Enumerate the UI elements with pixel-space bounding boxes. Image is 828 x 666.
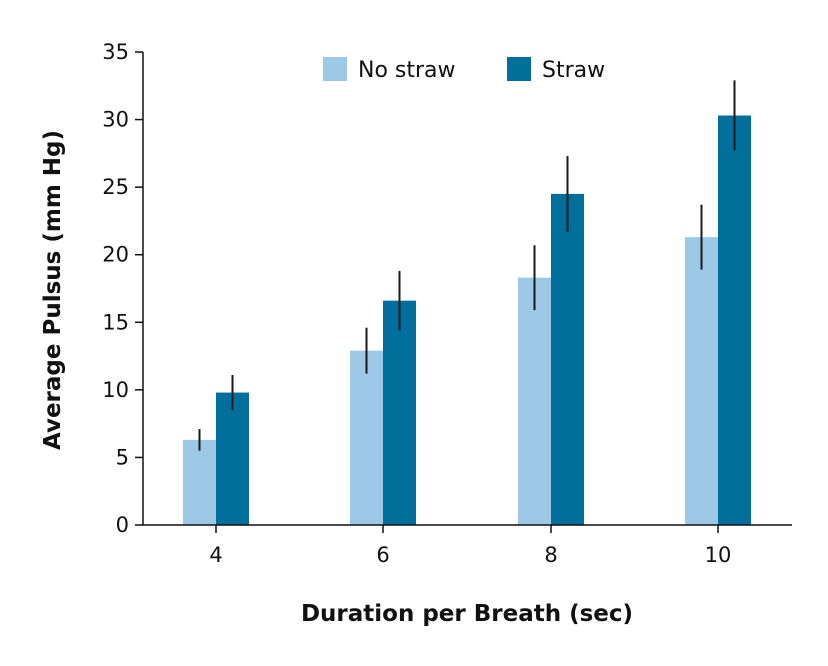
legend-label-straw: Straw	[542, 58, 605, 83]
bar-no-straw-8	[518, 277, 551, 525]
x-tick-label-6: 6	[376, 543, 389, 567]
bar-straw-6	[383, 300, 416, 525]
x-tick-label-4: 4	[209, 543, 222, 567]
y-tick-label-5: 5	[116, 445, 129, 469]
y-tick-label-35: 35	[102, 40, 129, 64]
y-tick-label-20: 20	[102, 243, 129, 267]
x-tick-label-10: 10	[705, 543, 732, 567]
bar-no-straw-6	[350, 350, 383, 525]
y-tick-label-15: 15	[102, 310, 129, 334]
bar-straw-10	[718, 115, 751, 525]
y-tick-label-25: 25	[102, 175, 129, 199]
y-axis-title: Average Pulsus (mm Hg)	[40, 130, 66, 450]
legend: No straw Straw	[323, 57, 605, 83]
legend-swatch-straw	[507, 57, 531, 81]
legend-label-no-straw: No straw	[358, 58, 456, 83]
y-tick-label-30: 30	[102, 108, 129, 132]
x-axis-title: Duration per Breath (sec)	[301, 601, 633, 627]
error-bars-layer	[198, 80, 736, 451]
y-tick-label-0: 0	[116, 513, 129, 537]
bar-no-straw-4	[183, 439, 216, 525]
legend-swatch-no-straw	[323, 57, 347, 81]
bar-straw-8	[551, 193, 584, 525]
bar-straw-4	[216, 392, 249, 525]
bars-layer	[183, 115, 751, 525]
axes-layer: 0 5 10 15 20 25 30 35 4 6 8 10	[102, 40, 792, 567]
y-tick-label-10: 10	[102, 378, 129, 402]
bar-no-straw-10	[685, 237, 718, 525]
x-tick-label-8: 8	[544, 543, 557, 567]
